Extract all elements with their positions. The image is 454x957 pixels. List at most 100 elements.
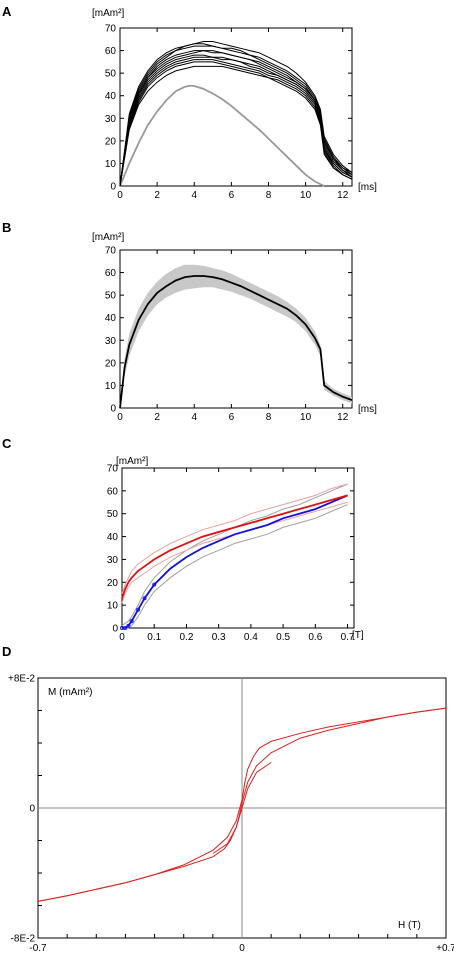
y-tick-label: 60 [105, 268, 117, 279]
x-tick-label: 4 [191, 412, 197, 423]
blue-band-upper [121, 483, 348, 627]
red-band-upper [121, 483, 348, 594]
x-tick-label: 0.4 [244, 632, 258, 643]
x-tick-label: 0.6 [308, 632, 322, 643]
blue-line [122, 494, 348, 629]
red-band-lower [121, 501, 348, 604]
y-tick-label: 20 [105, 136, 117, 147]
trial-line [119, 41, 353, 187]
x-tick-label: 0 [119, 632, 125, 643]
x-tick-label: 12 [337, 190, 349, 201]
x-tick-label: 8 [266, 190, 272, 201]
trial-line [119, 50, 353, 187]
y-tick-label: 40 [105, 91, 117, 102]
y-tick-label: 10 [107, 601, 119, 612]
blue-marker [126, 623, 131, 628]
panel-b-plot-frame [119, 249, 353, 409]
panel-a-xlabel: [ms] [358, 182, 377, 193]
x-tick-label: 0 [117, 190, 123, 201]
red-line [121, 494, 348, 599]
x-tick-label: 0.1 [147, 632, 161, 643]
sd-band [120, 264, 352, 408]
y-tick-label: 0 [112, 624, 118, 635]
y-tick-label: 30 [107, 555, 119, 566]
y-tick-label: 50 [105, 291, 117, 302]
panel-a: A [mAm²] [ms] 0 10 20 30 40 50 60 70 0 2 4 6 8 10 12 [2, 4, 377, 201]
x-tick-label: 2 [154, 190, 160, 201]
x-tick-label: 0 [239, 943, 245, 954]
y-tick-label: 0 [29, 804, 35, 815]
x-tick-label: 10 [300, 412, 312, 423]
panel-b-label: B [2, 220, 11, 235]
y-tick-label: 30 [105, 336, 117, 347]
panel-b-y-ticks: 0 10 20 30 40 50 60 70 [105, 246, 352, 415]
panel-b-ylabel: [mAm²] [92, 232, 124, 243]
y-tick-label: 60 [105, 46, 117, 57]
panel-c-x-ticks: 0 0.1 0.2 0.3 0.4 0.5 0.6 0.7 [119, 468, 355, 643]
x-tick-label: 0.3 [212, 632, 226, 643]
blue-marker [136, 607, 141, 612]
model-curve [119, 84, 325, 187]
y-tick-label: 70 [107, 464, 119, 475]
x-tick-label: 0.5 [276, 632, 290, 643]
y-tick-label: 50 [107, 509, 119, 520]
panel-b-x-ticks: 0 2 4 6 8 10 12 [117, 250, 349, 423]
trial-line [119, 61, 353, 187]
panel-a-label: A [2, 4, 12, 19]
y-tick-label: 70 [105, 246, 117, 257]
x-tick-label: -0.7 [29, 943, 47, 954]
trial-line [119, 65, 353, 187]
panel-d-xlabel: H (T) [398, 920, 421, 931]
hysteresis-inner-branch [212, 762, 272, 854]
y-tick-label: 30 [105, 114, 117, 125]
panel-a-series [119, 41, 353, 187]
blue-marker [129, 619, 134, 624]
y-tick-label: 70 [105, 24, 117, 35]
y-tick-label: 60 [107, 486, 119, 497]
panel-c-series [120, 483, 348, 631]
x-tick-label: 6 [229, 190, 235, 201]
x-tick-label: 0.2 [179, 632, 193, 643]
x-tick-label: 4 [191, 190, 197, 201]
y-tick-label: -8E-2 [11, 934, 36, 945]
x-tick-label: 2 [154, 412, 160, 423]
y-tick-label: 10 [105, 381, 117, 392]
x-tick-label: 10 [300, 190, 312, 201]
panel-b-xlabel: [ms] [358, 404, 377, 415]
y-tick-label: 40 [107, 532, 119, 543]
y-tick-label: 50 [105, 69, 117, 80]
panel-a-ylabel: [mAm²] [92, 8, 124, 19]
y-tick-label: 0 [110, 404, 116, 415]
panel-d-series [37, 678, 447, 938]
panel-d-y-ticks: -8E-2 0 +8E-2 [8, 674, 42, 945]
trial-line [119, 50, 353, 187]
panel-d-ylabel: M (mAm²) [48, 687, 92, 698]
panel-c-ylabel: [mAm²] [116, 456, 148, 467]
panel-a-plot-frame [119, 27, 353, 187]
trial-line [119, 45, 353, 187]
panel-c-y-ticks: 0 10 20 30 40 50 60 70 [107, 464, 354, 635]
blue-band-lower [122, 504, 348, 629]
panel-d-label: D [2, 644, 11, 659]
x-tick-label: 6 [229, 412, 235, 423]
y-tick-label: 20 [105, 358, 117, 369]
trial-line [119, 56, 353, 187]
blue-marker [152, 582, 157, 587]
y-tick-label: +8E-2 [8, 674, 35, 685]
x-tick-label: 0 [117, 412, 123, 423]
panel-c-xlabel: [T] [352, 630, 364, 641]
blue-marker [142, 596, 147, 601]
blue-marker [123, 626, 128, 631]
panel-d: D M (mAm²) H (T) -8E-2 0 +8E-2 -0.7 0 +0.7 [2, 644, 454, 954]
panel-b: B [mAm²] [ms] 0 10 20 30 40 50 60 70 0 2 4 6 8 10 12 [2, 220, 377, 423]
x-tick-label: 0.7 [341, 632, 355, 643]
panel-b-series [119, 264, 353, 409]
x-tick-label: +0.7 [436, 943, 454, 954]
trial-line [119, 59, 353, 187]
y-tick-label: 0 [110, 182, 116, 193]
x-tick-label: 8 [266, 412, 272, 423]
y-tick-label: 40 [105, 313, 117, 324]
panel-c-label: C [2, 436, 12, 451]
